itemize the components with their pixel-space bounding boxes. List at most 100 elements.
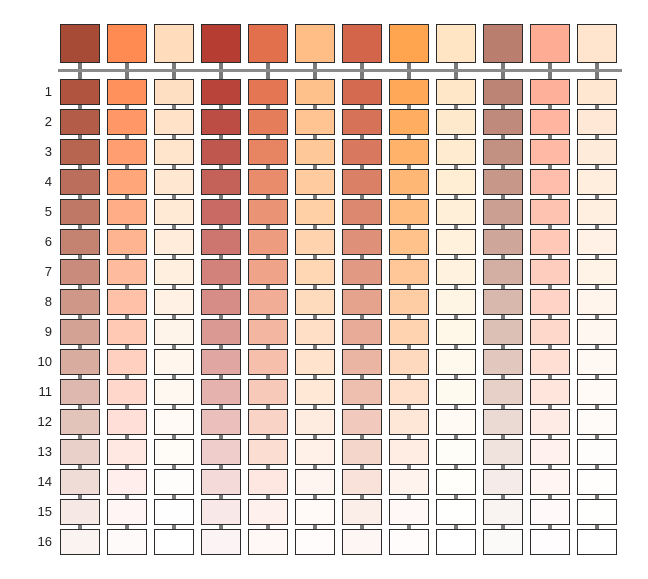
color-swatch: [530, 79, 570, 105]
color-swatch: [60, 499, 100, 525]
row-label: 8: [44, 294, 52, 309]
color-swatch: [107, 139, 147, 165]
color-swatch: [154, 109, 194, 135]
color-swatch: [389, 259, 429, 285]
color-swatch: [201, 499, 241, 525]
header-swatch: [483, 24, 523, 63]
color-swatch: [201, 289, 241, 315]
color-swatch: [436, 439, 476, 465]
color-swatch: [154, 379, 194, 405]
header-swatch: [342, 24, 382, 63]
row-label: 3: [44, 144, 52, 159]
color-swatch: [295, 319, 335, 345]
color-swatch: [389, 229, 429, 255]
color-swatch: [295, 169, 335, 195]
row-label: 14: [37, 474, 52, 489]
color-swatch: [342, 529, 382, 555]
color-swatch: [295, 409, 335, 435]
color-swatch: [530, 139, 570, 165]
color-swatch: [342, 229, 382, 255]
color-swatch: [295, 439, 335, 465]
color-swatch: [201, 199, 241, 225]
color-swatch: [60, 139, 100, 165]
color-swatch: [389, 439, 429, 465]
color-swatch: [530, 499, 570, 525]
row-label: 1: [44, 84, 52, 99]
color-swatch: [483, 529, 523, 555]
color-swatch: [577, 199, 617, 225]
color-swatch: [389, 469, 429, 495]
color-swatch: [295, 529, 335, 555]
color-swatch: [436, 499, 476, 525]
color-swatch: [436, 349, 476, 375]
row-label: 9: [44, 324, 52, 339]
color-swatch: [577, 349, 617, 375]
color-swatch: [295, 349, 335, 375]
color-swatch: [483, 409, 523, 435]
color-swatch: [107, 439, 147, 465]
color-swatch: [107, 169, 147, 195]
header-swatch: [154, 24, 194, 63]
color-swatch: [295, 469, 335, 495]
color-swatch: [436, 199, 476, 225]
color-swatch: [107, 109, 147, 135]
header-bar: [58, 69, 622, 72]
color-swatch: [483, 349, 523, 375]
color-swatch: [436, 409, 476, 435]
color-swatch: [107, 259, 147, 285]
color-swatch: [248, 379, 288, 405]
color-swatch: [201, 439, 241, 465]
color-swatch: [60, 469, 100, 495]
color-swatch: [154, 199, 194, 225]
color-swatch: [436, 109, 476, 135]
color-swatch: [342, 439, 382, 465]
color-swatch: [483, 439, 523, 465]
row-label: 11: [38, 384, 53, 399]
color-swatch: [577, 499, 617, 525]
color-swatch: [342, 259, 382, 285]
color-swatch: [154, 409, 194, 435]
color-swatch: [483, 199, 523, 225]
color-swatch: [107, 529, 147, 555]
color-swatch: [577, 139, 617, 165]
color-swatch: [201, 139, 241, 165]
color-swatch: [530, 199, 570, 225]
color-swatch: [154, 469, 194, 495]
color-swatch: [342, 499, 382, 525]
color-swatch: [436, 319, 476, 345]
color-swatch: [577, 109, 617, 135]
color-swatch: [60, 199, 100, 225]
color-swatch: [436, 379, 476, 405]
color-swatch: [248, 469, 288, 495]
color-swatch: [577, 289, 617, 315]
color-swatch: [295, 229, 335, 255]
color-swatch: [107, 319, 147, 345]
color-swatch: [483, 469, 523, 495]
color-swatch: [436, 229, 476, 255]
color-swatch: [483, 499, 523, 525]
color-swatch: [154, 259, 194, 285]
color-swatch: [107, 79, 147, 105]
color-swatch: [342, 289, 382, 315]
color-swatch: [154, 319, 194, 345]
row-label: 15: [37, 504, 52, 519]
row-label: 12: [37, 414, 52, 429]
color-swatch: [342, 349, 382, 375]
color-swatch: [154, 79, 194, 105]
color-swatch: [248, 289, 288, 315]
color-swatch: [389, 529, 429, 555]
color-swatch: [342, 169, 382, 195]
row-label: 16: [37, 534, 52, 549]
color-swatch: [60, 229, 100, 255]
color-swatch: [60, 79, 100, 105]
color-swatch: [342, 469, 382, 495]
color-swatch: [60, 529, 100, 555]
color-swatch: [154, 169, 194, 195]
color-swatch: [60, 109, 100, 135]
color-swatch: [60, 439, 100, 465]
color-swatch: [530, 409, 570, 435]
header-swatch: [248, 24, 288, 63]
row-label: 4: [44, 174, 52, 189]
color-swatch: [201, 349, 241, 375]
color-swatch: [154, 529, 194, 555]
